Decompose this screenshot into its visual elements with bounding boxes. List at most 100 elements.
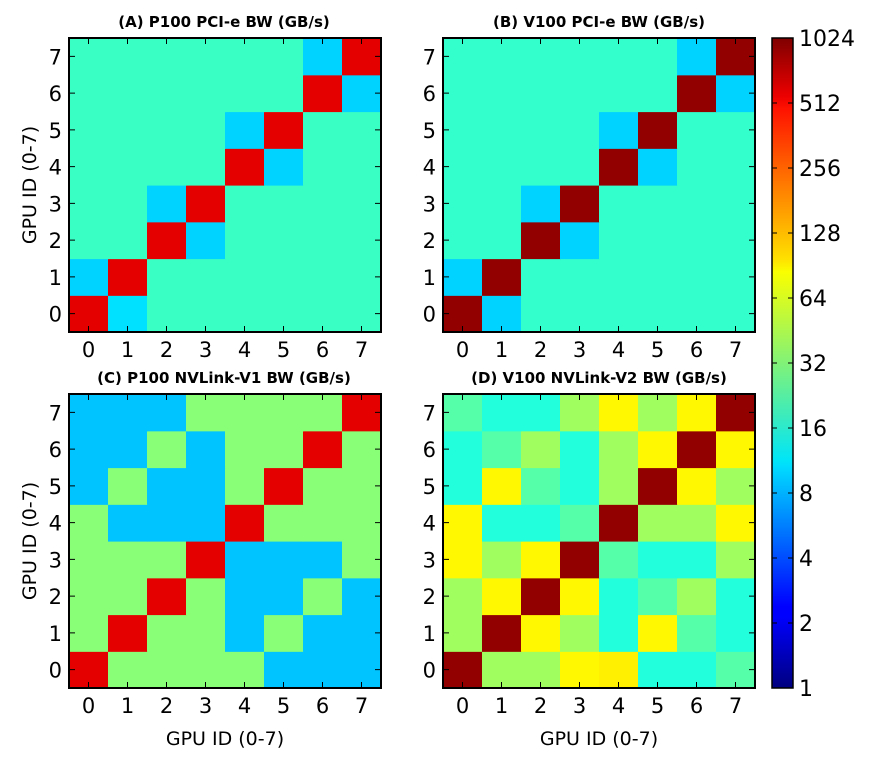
panel-c-cell-4-3 [186, 504, 226, 542]
panel-c: (C) P100 NVLink-V1 BW (GB/s) 0 1 2 3 4 5 6 7 0 1 2… [19, 369, 382, 750]
panel-c-cell-5-3 [186, 467, 226, 505]
panel-d-cell-5-1 [482, 467, 522, 505]
panel-d-cell-7-2 [521, 394, 561, 432]
panel-c-cell-6-6 [303, 430, 343, 469]
panel-a-cell-2-5 [264, 221, 304, 260]
colorbar-tick-3: 8 [799, 482, 813, 507]
panel-c-cell-6-4 [225, 430, 265, 469]
panel-d-xtick-1: 1 [495, 694, 508, 718]
panel-d-cell-3-1 [482, 541, 522, 579]
colorbar-tick-0: 1 [799, 677, 813, 702]
panel-b-cell-2-5 [638, 221, 678, 260]
panel-a-cell-3-0 [69, 185, 109, 223]
panel-d-cell-1-0 [443, 614, 483, 652]
panel-c-xlabel: GPU ID (0-7) [166, 728, 284, 750]
panel-c-ytick-4: 4 [49, 512, 62, 536]
panel-d-cell-7-5 [638, 394, 678, 432]
panel-d-cell-6-0 [443, 430, 483, 469]
panel-b: (B) V100 PCI-e BW (GB/s) 0 1 2 3 4 5 6 7 0 1 2 3 4 5 6… [423, 13, 756, 362]
panel-c-cell-1-4 [225, 614, 265, 652]
panel-d-frame [442, 393, 756, 689]
panel-c-title: (C) P100 NVLink-V1 BW (GB/s) [97, 369, 351, 387]
panel-a-cell-3-3 [186, 185, 226, 223]
colorbar-tick-1: 2 [799, 612, 813, 637]
panel-b-cell-5-5 [638, 111, 678, 149]
panel-b-cell-3-1 [482, 185, 522, 223]
panel-a-cell-1-3 [186, 258, 226, 296]
panel-d-cell-5-4 [599, 467, 639, 505]
panel-b-cell-3-6 [677, 185, 717, 223]
panel-d-cell-6-2 [521, 430, 561, 469]
panel-d-cell-2-6 [677, 577, 717, 616]
panel-b-cell-5-0 [443, 111, 483, 149]
panel-a-cell-4-6 [303, 148, 343, 186]
panel-b-cell-4-5 [638, 148, 678, 186]
panel-d-xlabel: GPU ID (0-7) [540, 728, 658, 750]
panel-d-cell-2-3 [560, 577, 600, 616]
panel-b-cell-1-0 [443, 258, 483, 296]
panel-b-cell-6-5 [638, 74, 678, 113]
panel-a-cell-3-2 [147, 185, 187, 223]
panel-c-cell-6-0 [69, 430, 109, 469]
panel-a-ytick-2: 2 [49, 229, 62, 253]
panel-a-cell-6-1 [108, 74, 148, 113]
panel-b-cell-2-3 [560, 221, 600, 260]
panel-a-cell-7-3 [186, 38, 226, 76]
panel-a-xtick-5: 5 [277, 338, 290, 362]
panel-c-ytick-7: 7 [49, 401, 62, 425]
panel-d-cell-1-5 [638, 614, 678, 652]
colorbar-gradient [772, 38, 793, 688]
panel-a-cell-4-5 [264, 148, 304, 186]
panel-d-cells [443, 394, 756, 689]
panel-d-cell-7-6 [677, 394, 717, 432]
panel-d-cell-6-3 [560, 430, 600, 469]
panel-d-xtick-0: 0 [456, 694, 469, 718]
panel-b-cell-5-2 [521, 111, 561, 149]
panel-c-cell-7-4 [225, 394, 265, 432]
panel-c-cell-1-2 [147, 614, 187, 652]
panel-a-ytick-1: 1 [49, 266, 62, 290]
panel-a-cell-1-1 [108, 258, 148, 296]
panel-c-xtick-1: 1 [121, 694, 134, 718]
panel-c-cell-2-4 [225, 577, 265, 616]
colorbar-tick-5: 32 [799, 352, 827, 377]
panel-b-cell-4-0 [443, 148, 483, 186]
panel-d-cell-4-5 [638, 504, 678, 542]
panel-c-cell-5-0 [69, 467, 109, 505]
panel-c-cell-4-0 [69, 504, 109, 542]
panel-b-cell-3-5 [638, 185, 678, 223]
panel-b-cell-7-1 [482, 38, 522, 76]
panel-c-cell-3-3 [186, 541, 226, 579]
panel-c-cell-6-3 [186, 430, 226, 469]
panel-b-ytick-0: 0 [423, 303, 436, 327]
panel-c-cell-3-0 [69, 541, 109, 579]
panel-d-cell-4-3 [560, 504, 600, 542]
colorbar-tick-4: 16 [799, 417, 827, 442]
panel-c-ticks: 0 1 2 3 4 5 6 7 0 1 2 3 4 5 6 7 [49, 394, 381, 718]
panel-c-cell-5-2 [147, 467, 187, 505]
panel-b-cell-3-2 [521, 185, 561, 223]
panel-d-cell-7-0 [443, 394, 483, 432]
panel-c-cell-4-6 [303, 504, 343, 542]
panel-c-xtick-4: 4 [238, 694, 251, 718]
panel-c-cell-7-2 [147, 394, 187, 432]
panel-c-cell-3-4 [225, 541, 265, 579]
panel-b-cell-5-6 [677, 111, 717, 149]
panel-b-cell-6-3 [560, 74, 600, 113]
panel-a-ytick-4: 4 [49, 156, 62, 180]
panel-b-frame [442, 37, 756, 333]
panel-d-title: (D) V100 NVLink-V2 BW (GB/s) [471, 369, 727, 387]
panel-a-xtick-7: 7 [355, 338, 368, 362]
panel-d-cell-3-5 [638, 541, 678, 579]
panel-c-xtick-6: 6 [316, 694, 329, 718]
panel-d-cell-1-4 [599, 614, 639, 652]
colorbar-tick-7: 128 [799, 222, 841, 247]
panel-a-ytick-3: 3 [49, 192, 62, 216]
panel-d-ytick-4: 4 [423, 512, 436, 536]
panel-b-cells [443, 38, 756, 333]
panel-b-xtick-6: 6 [690, 338, 703, 362]
panel-c-cell-5-4 [225, 467, 265, 505]
panel-d-cell-3-4 [599, 541, 639, 579]
panel-b-cell-2-0 [443, 221, 483, 260]
